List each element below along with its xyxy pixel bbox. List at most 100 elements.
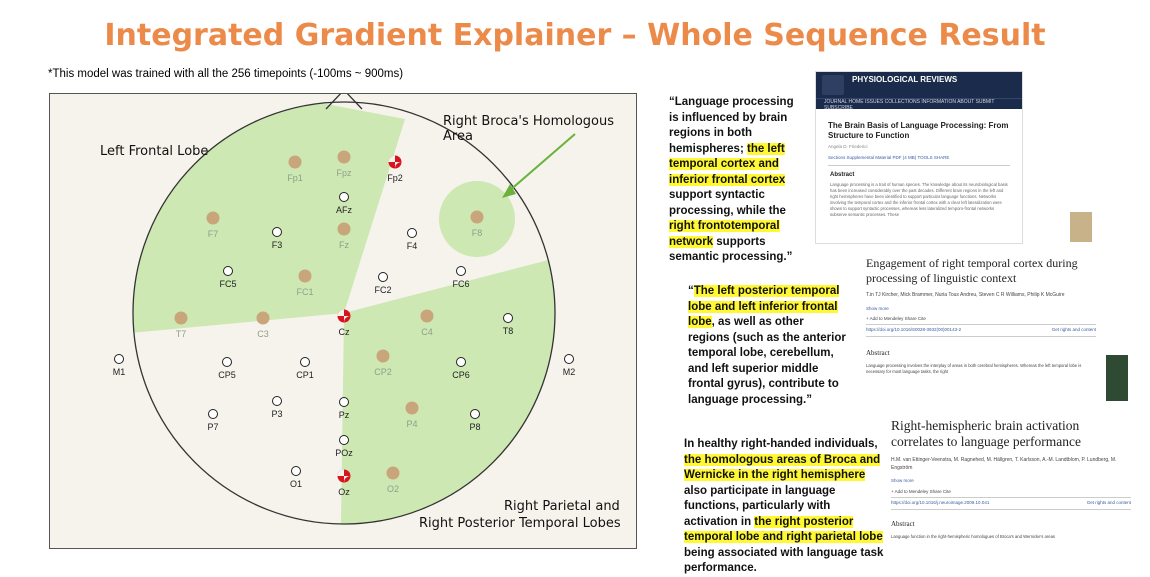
left-frontal-region (133, 102, 405, 334)
electrode-label: M1 (113, 367, 126, 377)
electrode-o2: O2 (386, 466, 400, 494)
quote-physiological-reviews: “Language processing is influenced by br… (669, 96, 794, 263)
electrode-fc5: FC5 (219, 266, 237, 289)
electrode-m1: M1 (113, 354, 126, 377)
eeg-electrode-map: Fp1 Fpz Fp2 AFz F7 F3 Fz F4 F8 FC5 FC1 FC2 FC6 T7 C3 Cz… (49, 93, 637, 549)
abstract-text: Language processing is a trait of human … (830, 182, 1008, 217)
label-left-frontal-lobe: Left Frontal Lobe (100, 144, 209, 159)
electrode-label: CP6 (452, 370, 470, 380)
journal-header: PHYSIOLOGICAL REVIEWS (816, 72, 1022, 98)
head-outline (132, 101, 556, 525)
electrode-label: Cz (339, 327, 350, 337)
electrode-fc6: FC6 (452, 266, 470, 289)
paper-right-temporal-cortex: Engagement of right temporal cortex duri… (866, 256, 1096, 402)
electrode-p8: P8 (469, 409, 481, 432)
nose-outline (325, 94, 363, 110)
electrode-label: F8 (472, 228, 483, 238)
right-parietal-region (340, 244, 555, 524)
doi-link[interactable]: https://doi.org/10.1016/S0028-3932(00)00… (866, 327, 962, 332)
journal-name: PHYSIOLOGICAL REVIEWS (852, 75, 958, 84)
electrode-p3: P3 (271, 396, 283, 419)
rights-link[interactable]: Get rights and content (1051, 327, 1096, 332)
electrode-label: Fp2 (387, 173, 403, 183)
electrode-label: F3 (272, 240, 283, 250)
electrode-label: C3 (257, 329, 269, 339)
journal-nav[interactable]: JOURNAL HOME ISSUES COLLECTIONS INFORMAT… (816, 98, 1022, 111)
electrode-t7: T7 (174, 311, 188, 339)
abstract-heading: Abstract (866, 349, 890, 357)
electrode-label: M2 (563, 367, 576, 377)
electrode-label: CP1 (296, 370, 314, 380)
quote-right-handed-individuals: In healthy right-handed individuals, the… (684, 438, 884, 574)
electrode-poz: POz (335, 435, 353, 458)
slide-title: Integrated Gradient Explainer – Whole Se… (104, 18, 1046, 53)
electrode-p7: P7 (207, 409, 219, 432)
electrode-cp2: CP2 (374, 349, 392, 377)
electrode-f4: F4 (407, 228, 418, 251)
paper-physiological-reviews: PHYSIOLOGICAL REVIEWS JOURNAL HOME ISSUE… (815, 71, 1023, 244)
electrode-label: Pz (339, 410, 350, 420)
electrode-label: F7 (208, 229, 219, 239)
electrode-cz: Cz (337, 309, 351, 337)
eeg-head-diagram: Fp1 Fpz Fp2 AFz F7 F3 Fz F4 F8 FC5 FC1 FC2 FC6 T7 C3 Cz… (113, 94, 576, 525)
rights-link[interactable]: Get rights and content (1086, 500, 1131, 505)
electrode-fp2: Fp2 (387, 155, 403, 183)
broca-arrow (507, 133, 576, 193)
label-right-parietal: Right Parietal and (504, 499, 620, 514)
paper-links[interactable]: Sections Supplemental Material PDF (4 MB… (828, 155, 950, 160)
electrode-label: FC6 (452, 279, 469, 289)
electrode-label: P4 (406, 419, 417, 429)
electrode-label: FC2 (374, 285, 391, 295)
electrode-fpz: Fpz (336, 150, 352, 178)
electrode-label: CP5 (218, 370, 236, 380)
highlighted-regions (133, 102, 555, 524)
paper-author: Angela D. Friederici (828, 144, 868, 149)
electrode-label: F4 (407, 241, 418, 251)
show-more-link[interactable]: Show more (866, 306, 889, 311)
training-note: *This model was trained with all the 256… (48, 68, 404, 80)
journal-cover-image (1070, 212, 1092, 242)
paper-authors: T.in TJ Kircher, Mick Brammer, Nuria Tou… (866, 292, 1065, 298)
paper-actions[interactable]: + Add to Mendeley Share Cite (891, 489, 951, 494)
paper-title: The Brain Basis of Language Processing: … (828, 121, 1009, 140)
paper-title: Engagement of right temporal cortex duri… (866, 256, 1078, 285)
electrode-c4: C4 (420, 309, 434, 337)
electrode-label: O1 (290, 479, 302, 489)
electrode-o1: O1 (290, 466, 302, 489)
electrode-m2: M2 (563, 354, 576, 377)
electrode-oz: Oz (337, 469, 351, 497)
label-right-broca: Right Broca's Homologous Area (443, 114, 615, 144)
electrode-fc2: FC2 (374, 272, 392, 295)
electrode-cp1: CP1 (296, 357, 314, 380)
electrode-label: FC1 (296, 287, 313, 297)
electrode-fz: Fz (337, 222, 351, 250)
electrode-f7: F7 (206, 211, 220, 239)
abstract-heading: Abstract (830, 172, 855, 178)
electrode-fc1: FC1 (296, 269, 314, 297)
journal-logo (822, 75, 844, 95)
electrode-f3: F3 (272, 227, 283, 250)
electrode-label: Fp1 (287, 173, 303, 183)
electrode-label: T7 (176, 329, 187, 339)
electrode-cp6: CP6 (452, 357, 470, 380)
electrode-label: P8 (469, 422, 480, 432)
electrode-label: O2 (387, 484, 399, 494)
electrode-label: C4 (421, 327, 433, 337)
show-more-link[interactable]: Show more (891, 478, 914, 483)
electrode-label: CP2 (374, 367, 392, 377)
electrode-afz: AFz (336, 192, 352, 215)
label-right-posterior-temporal: Right Posterior Temporal Lobes (419, 516, 621, 531)
paper-title: Right-hemispheric brain activation corre… (891, 418, 1082, 449)
electrode-label: T8 (503, 326, 514, 336)
paper-right-hemispheric-activation: Right-hemispheric brain activation corre… (891, 418, 1131, 561)
paper-authors: H.M. van Ettinger-Veenstra, M. Ragnehed,… (891, 457, 1117, 471)
journal-cover-image (1106, 355, 1128, 401)
electrode-label: P7 (207, 422, 218, 432)
broca-arrowhead (502, 184, 516, 198)
doi-link[interactable]: https://doi.org/10.1016/j.neuroimage.200… (891, 500, 990, 505)
paper-actions[interactable]: + Add to Mendeley Share Cite (866, 316, 926, 321)
electrode-label: Fpz (336, 168, 352, 178)
electrode-fp1: Fp1 (287, 155, 303, 183)
abstract-text: Language function in the right-hemispher… (891, 534, 1055, 539)
abstract-heading: Abstract (891, 520, 915, 528)
